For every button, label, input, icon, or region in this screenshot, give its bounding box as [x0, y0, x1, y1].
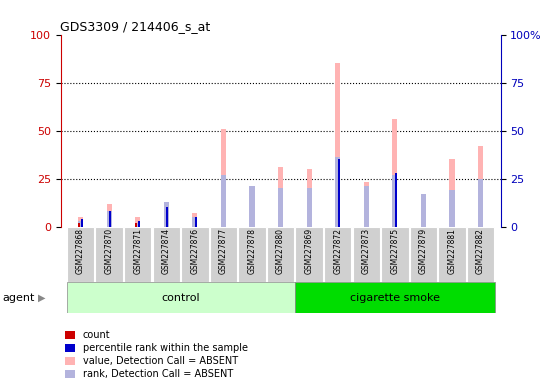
Text: GSM227871: GSM227871: [133, 228, 142, 274]
Text: GSM227879: GSM227879: [419, 228, 428, 274]
Text: control: control: [161, 293, 200, 303]
FancyBboxPatch shape: [124, 227, 151, 282]
Bar: [278, 167, 283, 227]
Bar: [195, 217, 197, 227]
Bar: [421, 194, 426, 227]
FancyBboxPatch shape: [267, 227, 294, 282]
Text: GSM227875: GSM227875: [390, 228, 399, 274]
FancyBboxPatch shape: [210, 227, 237, 282]
Bar: [81, 219, 82, 227]
Bar: [109, 211, 111, 227]
Bar: [138, 221, 140, 227]
Text: cigarette smoke: cigarette smoke: [350, 293, 440, 303]
Bar: [478, 146, 483, 227]
FancyBboxPatch shape: [295, 282, 495, 313]
Bar: [78, 217, 83, 227]
Bar: [135, 223, 137, 227]
Text: GSM227868: GSM227868: [76, 228, 85, 274]
Bar: [478, 179, 483, 227]
FancyBboxPatch shape: [67, 282, 295, 313]
Bar: [192, 213, 197, 227]
Bar: [166, 207, 168, 227]
Bar: [449, 159, 454, 227]
FancyBboxPatch shape: [95, 227, 123, 282]
Bar: [364, 182, 369, 227]
Bar: [395, 173, 397, 227]
Text: GSM227881: GSM227881: [448, 228, 456, 274]
Text: GSM227869: GSM227869: [305, 228, 314, 274]
FancyBboxPatch shape: [467, 227, 494, 282]
Text: ▶: ▶: [37, 293, 45, 303]
Text: GSM227880: GSM227880: [276, 228, 285, 274]
Bar: [78, 223, 80, 227]
FancyBboxPatch shape: [410, 227, 437, 282]
Text: GSM227874: GSM227874: [162, 228, 170, 274]
Bar: [392, 175, 397, 227]
Text: GSM227878: GSM227878: [248, 228, 256, 274]
FancyBboxPatch shape: [152, 227, 180, 282]
Text: GSM227882: GSM227882: [476, 228, 485, 274]
FancyBboxPatch shape: [295, 227, 323, 282]
Text: GSM227872: GSM227872: [333, 228, 342, 274]
Bar: [306, 169, 312, 227]
Bar: [335, 157, 340, 227]
Bar: [338, 159, 340, 227]
Bar: [221, 175, 226, 227]
Text: GDS3309 / 214406_s_at: GDS3309 / 214406_s_at: [60, 20, 211, 33]
Bar: [278, 188, 283, 227]
FancyBboxPatch shape: [67, 227, 94, 282]
FancyBboxPatch shape: [381, 227, 409, 282]
Text: GSM227873: GSM227873: [362, 228, 371, 274]
Bar: [449, 190, 454, 227]
FancyBboxPatch shape: [181, 227, 208, 282]
Text: GSM227877: GSM227877: [219, 228, 228, 274]
Bar: [364, 186, 369, 227]
Legend: count, percentile rank within the sample, value, Detection Call = ABSENT, rank, : count, percentile rank within the sample…: [65, 330, 248, 379]
Text: GSM227870: GSM227870: [104, 228, 113, 274]
FancyBboxPatch shape: [324, 227, 351, 282]
FancyBboxPatch shape: [238, 227, 266, 282]
Text: agent: agent: [3, 293, 35, 303]
Bar: [78, 221, 83, 227]
Bar: [135, 217, 140, 227]
FancyBboxPatch shape: [353, 227, 380, 282]
Bar: [192, 217, 197, 227]
Bar: [249, 186, 255, 227]
Bar: [221, 129, 226, 227]
Bar: [135, 223, 140, 227]
Bar: [335, 63, 340, 227]
Bar: [421, 194, 426, 227]
Bar: [249, 188, 255, 227]
Bar: [107, 204, 112, 227]
Bar: [164, 202, 169, 227]
Bar: [164, 209, 169, 227]
Bar: [107, 211, 112, 227]
FancyBboxPatch shape: [438, 227, 466, 282]
Text: GSM227876: GSM227876: [190, 228, 199, 274]
Bar: [306, 188, 312, 227]
Bar: [392, 119, 397, 227]
